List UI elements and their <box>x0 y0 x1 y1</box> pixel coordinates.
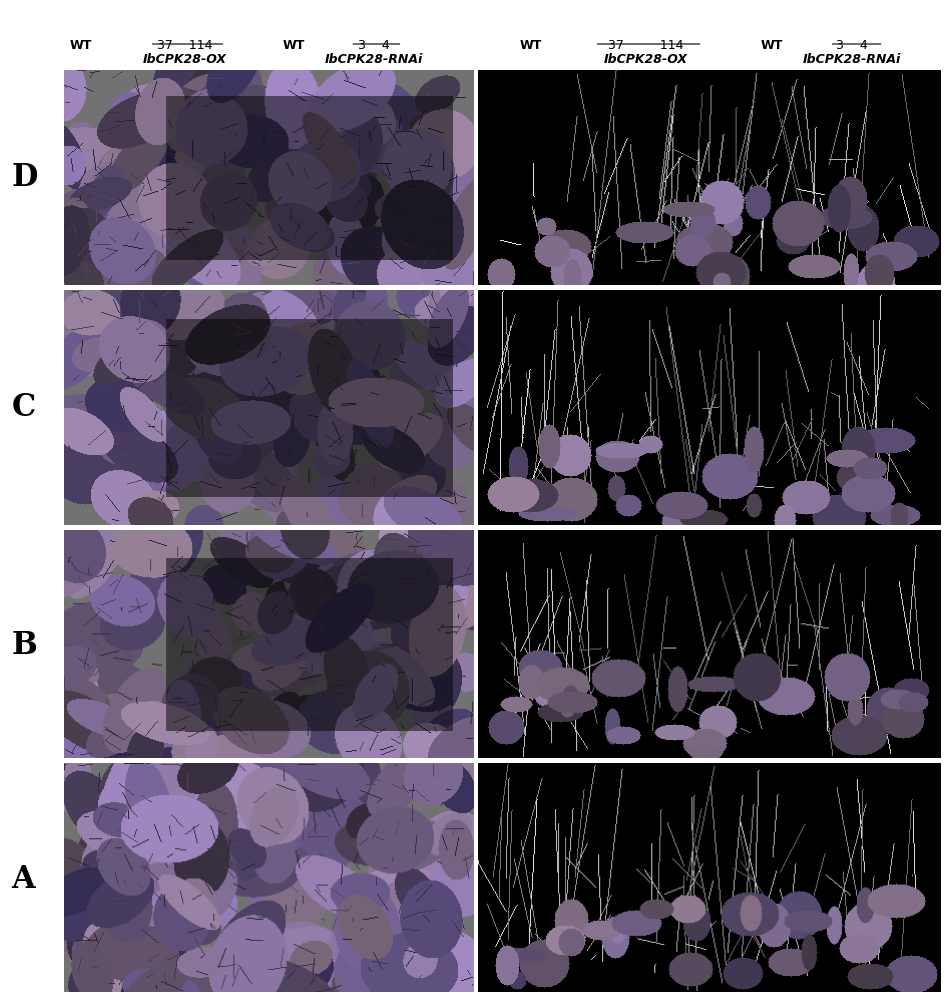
Text: 37         114: 37 114 <box>608 39 684 52</box>
Text: IbCPK28-OX: IbCPK28-OX <box>143 53 226 66</box>
Text: 37    114: 37 114 <box>157 39 212 52</box>
Text: D: D <box>11 162 38 194</box>
Text: IbCPK28-OX: IbCPK28-OX <box>604 53 688 66</box>
Text: WT: WT <box>69 39 92 52</box>
Text: IbCPK28-RNAi: IbCPK28-RNAi <box>325 53 423 66</box>
Text: IbCPK28-RNAi: IbCPK28-RNAi <box>803 53 902 66</box>
Text: WT: WT <box>519 39 542 52</box>
Text: A: A <box>11 864 35 896</box>
Text: WT: WT <box>760 39 783 52</box>
Text: C: C <box>11 392 36 424</box>
Text: 3    4: 3 4 <box>836 39 868 52</box>
Text: B: B <box>11 630 37 660</box>
Text: WT: WT <box>282 39 305 52</box>
Text: 3    4: 3 4 <box>358 39 390 52</box>
